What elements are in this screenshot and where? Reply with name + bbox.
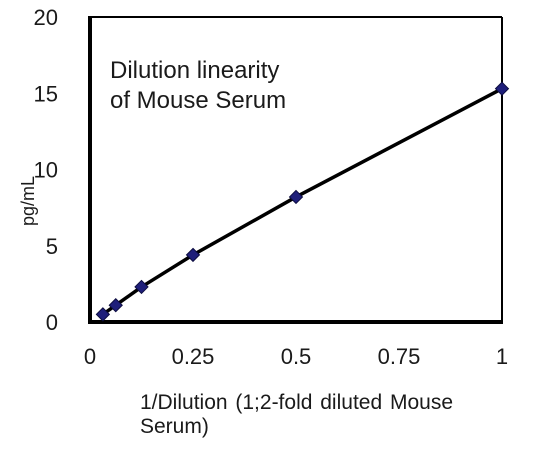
y-tick-label: 15 xyxy=(34,81,58,106)
x-tick-label: 0.25 xyxy=(172,344,215,369)
data-point xyxy=(288,189,304,205)
x-axis: 0 0.25 0.5 0.75 1 xyxy=(84,344,508,369)
y-axis: 0 5 10 15 20 xyxy=(34,5,58,335)
series-markers xyxy=(95,81,510,322)
series-polyline xyxy=(101,87,503,316)
y-tick-label: 20 xyxy=(34,5,58,30)
data-point xyxy=(134,279,149,295)
y-tick-label: 10 xyxy=(34,158,58,183)
plot-area xyxy=(88,16,503,324)
chart-title-line-1: Dilution linearity xyxy=(110,57,279,84)
data-point xyxy=(494,81,510,96)
chart-title-line-2: of Mouse Serum xyxy=(110,87,286,114)
x-tick-label: 0 xyxy=(84,344,96,369)
x-tick-label: 0.5 xyxy=(281,344,312,369)
y-axis-label: pg/mL xyxy=(18,176,38,226)
data-point xyxy=(185,247,201,263)
data-point xyxy=(95,307,111,322)
y-tick-label: 0 xyxy=(46,310,58,335)
series-line xyxy=(101,87,503,316)
x-tick-label: 0.75 xyxy=(378,344,421,369)
y-tick-label: 5 xyxy=(46,234,58,259)
data-point xyxy=(108,298,123,313)
x-tick-label: 1 xyxy=(496,344,508,369)
x-axis-label: 1/Dilution (1;2-fold diluted Mouse Serum… xyxy=(140,391,454,438)
